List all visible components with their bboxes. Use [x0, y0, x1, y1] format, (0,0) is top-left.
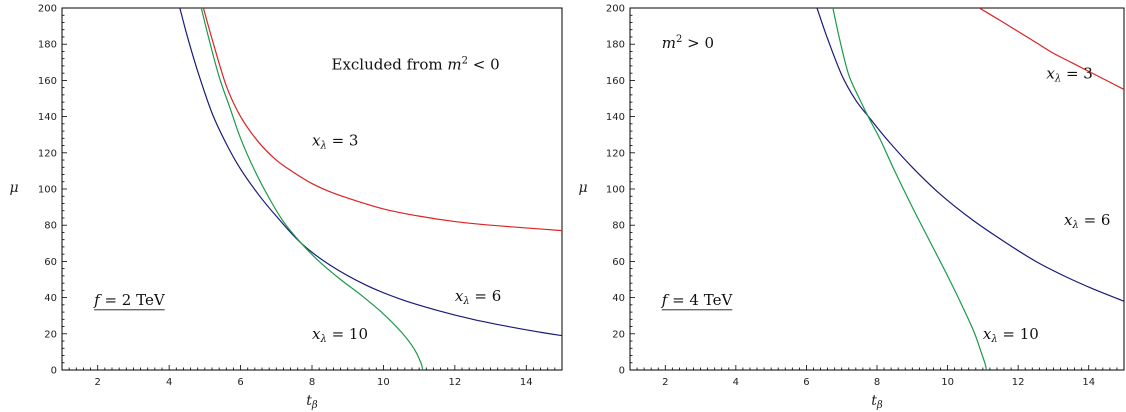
y-tick-label: 40 — [612, 293, 625, 304]
series-label-3: xλ = 10 — [983, 325, 1039, 345]
y-tick-label: 140 — [38, 112, 57, 123]
y-tick-label: 100 — [38, 185, 57, 196]
series-label-2: xλ = 6 — [1064, 211, 1110, 231]
y-tick-label: 0 — [619, 366, 625, 377]
x-tick-label: 12 — [1012, 377, 1025, 388]
y-tick-label: 160 — [38, 76, 57, 87]
y-tick-label: 200 — [38, 4, 57, 15]
y-tick-label: 200 — [606, 4, 625, 15]
x-axis-title: tβ — [871, 393, 883, 411]
plot-frame — [629, 7, 1125, 371]
series-label-3: xλ = 10 — [312, 325, 368, 345]
series-line-1 — [979, 8, 1124, 90]
region-annotation: m2 > 0 — [662, 34, 714, 52]
y-tick-label: 60 — [44, 257, 57, 268]
y-tick-label: 120 — [606, 148, 625, 159]
y-axis-title: μ — [9, 180, 18, 196]
x-tick-label: 8 — [309, 377, 315, 388]
x-tick-label: 10 — [377, 377, 390, 388]
x-tick-label: 4 — [166, 377, 172, 388]
region-annotation: Excluded from m2 < 0 — [332, 56, 500, 74]
y-tick-label: 140 — [606, 112, 625, 123]
y-tick-label: 0 — [51, 366, 57, 377]
y-tick-label: 20 — [612, 329, 625, 340]
parameter-label: f = 2 TeV — [93, 291, 166, 309]
x-tick-label: 8 — [874, 377, 880, 388]
x-tick-label: 4 — [733, 377, 739, 388]
series-line-1 — [202, 8, 562, 232]
series-line-2 — [816, 8, 1124, 302]
x-tick-label: 12 — [448, 377, 461, 388]
series-line-3 — [832, 8, 987, 370]
y-tick-label: 20 — [44, 329, 57, 340]
x-tick-label: 2 — [95, 377, 101, 388]
chart-panel-2: 2 4 6 8 10 12 14020406080100120140160180200tβμ… — [578, 4, 1125, 411]
y-axis-title: μ — [578, 180, 587, 196]
y-tick-label: 80 — [44, 221, 57, 232]
chart-panel-1: 2 4 6 8 10 12 14020406080100120140160180200tβμ… — [9, 4, 563, 411]
y-tick-label: 160 — [606, 76, 625, 87]
y-tick-label: 60 — [612, 257, 625, 268]
y-tick-label: 100 — [606, 185, 625, 196]
x-axis-title: tβ — [306, 393, 318, 411]
x-tick-label: 2 — [662, 377, 668, 388]
y-tick-label: 40 — [44, 293, 57, 304]
parameter-label: f = 4 TeV — [661, 291, 734, 309]
series-label-1: xλ = 3 — [312, 132, 358, 152]
x-tick-label: 6 — [803, 377, 809, 388]
x-tick-label: 6 — [237, 377, 243, 388]
y-tick-label: 120 — [38, 148, 57, 159]
x-tick-label: 14 — [520, 377, 533, 388]
series-line-3 — [200, 8, 424, 370]
x-tick-label: 10 — [941, 377, 954, 388]
series-label-1: xλ = 3 — [1046, 65, 1092, 85]
y-tick-label: 180 — [38, 40, 57, 51]
series-label-2: xλ = 6 — [455, 287, 501, 307]
y-tick-label: 180 — [606, 40, 625, 51]
y-tick-label: 80 — [612, 221, 625, 232]
x-tick-label: 14 — [1082, 377, 1095, 388]
